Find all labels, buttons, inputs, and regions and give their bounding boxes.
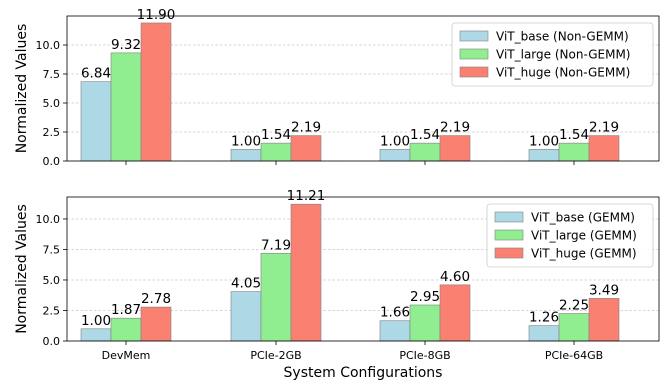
legend-label: ViT_huge (Non-GEMM) xyxy=(496,66,630,80)
y-tick-label: 7.5 xyxy=(43,243,61,256)
y-tick-label: 5.0 xyxy=(43,97,61,110)
bar xyxy=(439,284,471,342)
data-label: 1.87 xyxy=(111,302,141,318)
data-label: 9.32 xyxy=(111,37,141,53)
legend-swatch xyxy=(459,30,489,42)
y-axis-title: Normalized Values xyxy=(14,24,30,154)
legend: ViT_base (GEMM) ViT_large (GEMM) ViT_huge … xyxy=(486,203,654,268)
bar xyxy=(140,306,172,342)
legend-frame xyxy=(486,203,654,268)
chart-panel-1: 0.0 2.5 5.0 7.5 10.0 6.84 1.00 1.00 1.00 9.32 1.54… xyxy=(14,7,660,168)
legend-label: ViT_large (GEMM) xyxy=(531,229,637,243)
bar xyxy=(230,291,262,342)
bar xyxy=(80,328,112,342)
bar xyxy=(379,320,411,342)
y-tick-label: 10.0 xyxy=(36,213,61,226)
legend-swatch xyxy=(494,229,524,241)
x-tick-label: PCIe-2GB xyxy=(250,349,301,362)
data-label: 2.19 xyxy=(440,120,470,136)
bar xyxy=(260,142,292,162)
data-label: 2.95 xyxy=(410,289,440,305)
legend-swatch xyxy=(459,48,489,60)
data-label: 2.19 xyxy=(291,120,321,136)
legend-label: ViT_base (Non-GEMM) xyxy=(496,30,629,44)
data-label: 1.26 xyxy=(529,310,559,326)
bar xyxy=(379,149,411,162)
data-label: 1.00 xyxy=(380,133,410,149)
bar xyxy=(290,135,322,162)
data-label: 1.00 xyxy=(529,133,559,149)
data-label: 4.60 xyxy=(440,269,470,285)
data-label: 6.84 xyxy=(81,66,111,82)
data-label: 1.54 xyxy=(559,127,589,143)
legend-swatch xyxy=(494,211,524,223)
bar xyxy=(528,325,560,342)
legend: ViT_base (Non-GEMM) ViT_large (Non-GEMM) V… xyxy=(451,22,654,87)
y-tick-label: 2.5 xyxy=(43,304,61,317)
bar xyxy=(528,149,560,162)
data-label: 1.54 xyxy=(410,127,440,143)
legend-label: ViT_base (GEMM) xyxy=(531,211,635,225)
data-label: 1.66 xyxy=(380,305,410,321)
bar xyxy=(558,142,590,162)
y-axis-title: Normalized Values xyxy=(14,204,30,334)
bar xyxy=(260,252,292,342)
x-tick-label: DevMem xyxy=(102,349,151,362)
bar xyxy=(290,203,322,342)
bar xyxy=(409,304,441,342)
data-label: 1.00 xyxy=(81,313,111,329)
bar xyxy=(230,149,262,162)
data-label: 3.49 xyxy=(589,282,619,298)
chart-panel-2: 0.0 2.5 5.0 7.5 10.0 1.00 4.05 1.66 1.26 1.87 7.19… xyxy=(14,188,660,381)
bar xyxy=(110,317,142,342)
bar xyxy=(588,298,620,342)
bar xyxy=(80,81,112,162)
y-tick-label: 0.0 xyxy=(43,335,61,348)
data-label: 1.00 xyxy=(231,133,261,149)
legend-swatch xyxy=(494,247,524,259)
x-axis-title: System Configurations xyxy=(284,365,443,380)
legend-label: ViT_large (Non-GEMM) xyxy=(496,48,630,62)
data-label: 4.05 xyxy=(231,276,261,292)
y-tick-label: 2.5 xyxy=(43,126,61,139)
data-label: 2.19 xyxy=(589,120,619,136)
data-label: 2.25 xyxy=(559,298,589,314)
y-tick-label: 5.0 xyxy=(43,274,61,287)
data-label: 1.54 xyxy=(261,127,291,143)
bar xyxy=(140,22,172,162)
y-tick-label: 7.5 xyxy=(43,68,61,81)
plot-frame xyxy=(66,15,660,162)
y-tick-label: 0.0 xyxy=(43,155,61,168)
legend-label: ViT_huge (GEMM) xyxy=(531,247,637,261)
data-label: 2.78 xyxy=(141,291,171,307)
data-label: 11.90 xyxy=(137,7,176,23)
bar xyxy=(588,135,620,162)
y-tick-label: 10.0 xyxy=(36,39,61,52)
bar xyxy=(409,142,441,162)
x-tick-label: PCIe-64GB xyxy=(545,349,603,362)
plot-frame xyxy=(66,196,660,342)
data-label: 11.21 xyxy=(287,188,326,204)
data-label: 7.19 xyxy=(261,237,291,253)
bar xyxy=(110,52,142,162)
x-tick-label: PCIe-8GB xyxy=(399,349,450,362)
bar xyxy=(558,313,590,342)
legend-swatch xyxy=(459,66,489,78)
bar xyxy=(439,135,471,162)
legend-frame xyxy=(451,22,654,87)
